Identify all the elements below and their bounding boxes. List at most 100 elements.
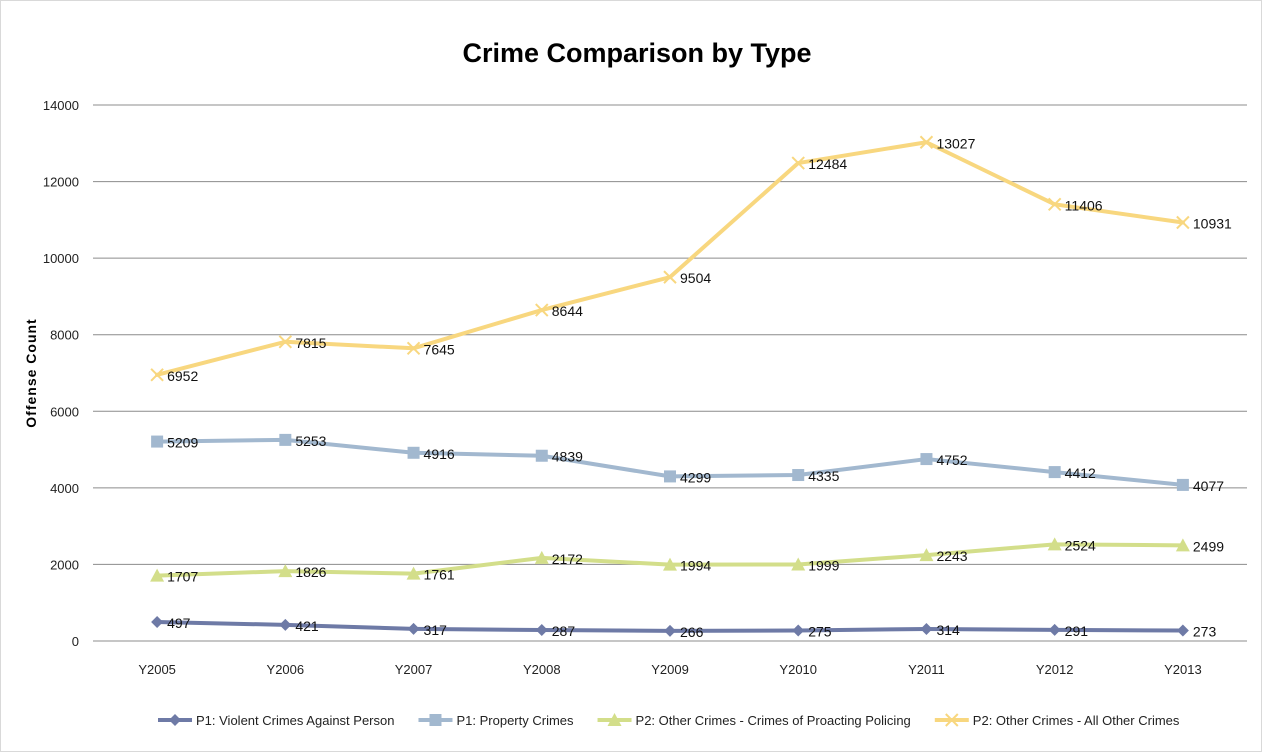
data-point (791, 156, 805, 170)
data-label: 421 (295, 618, 319, 634)
y-axis-title: Offense Count (23, 318, 39, 427)
y-tick-label: 6000 (50, 404, 79, 419)
series-p2-other-crimes-crimes-of-proacting-policing (150, 537, 1190, 582)
y-tick-label: 0 (72, 634, 79, 649)
data-label: 5209 (167, 435, 198, 451)
data-label: 4412 (1065, 465, 1096, 481)
data-label: 1994 (680, 558, 711, 574)
data-point (407, 446, 420, 459)
data-point (279, 618, 292, 631)
data-point (150, 568, 165, 582)
x-tick-label: Y2009 (651, 662, 689, 677)
data-label: 497 (167, 615, 191, 631)
x-tick-label: Y2010 (779, 662, 817, 677)
data-label: 8644 (552, 303, 583, 319)
data-label: 1999 (808, 557, 839, 573)
data-point (151, 615, 164, 628)
data-point (406, 341, 421, 356)
y-tick-label: 2000 (50, 557, 79, 572)
legend-item-p2-other-crimes-crimes-of-proacting-policing: P2: Other Crimes - Crimes of Proacting P… (597, 713, 911, 728)
data-point (1176, 478, 1189, 491)
x-tick-label: Y2012 (1036, 662, 1074, 677)
data-label: 4916 (424, 446, 455, 462)
data-label: 5253 (295, 433, 326, 449)
data-label: 4077 (1193, 478, 1224, 494)
series-p1-property-crimes (151, 433, 1189, 491)
data-label: 314 (936, 622, 960, 638)
data-label: 2499 (1193, 538, 1224, 554)
data-point (406, 566, 421, 580)
data-point (1176, 624, 1189, 637)
y-tick-label: 8000 (50, 328, 79, 343)
data-point (1047, 197, 1062, 212)
data-point (663, 270, 677, 284)
legend-item-p2-other-crimes-all-other-crimes: P2: Other Crimes - All Other Crimes (934, 713, 1180, 728)
data-label: 266 (680, 624, 704, 640)
legend-item-p1-violent-crimes-against-person: P1: Violent Crimes Against Person (158, 713, 394, 728)
x-tick-label: Y2007 (395, 662, 433, 677)
data-point (1176, 215, 1190, 230)
x-tick-label: Y2005 (138, 662, 176, 677)
data-label: 4335 (808, 468, 839, 484)
y-tick-label: 14000 (43, 98, 79, 113)
data-point (1047, 537, 1062, 551)
data-point (920, 453, 933, 466)
data-point (534, 550, 549, 564)
data-label: 4752 (936, 452, 967, 468)
y-axis-ticks: 0 2000 4000 6000 8000 10000 12000 14000 (43, 98, 79, 649)
data-point (535, 449, 548, 462)
data-label: 2524 (1065, 537, 1096, 553)
series-p2-other-crimes-all-other-crimes (150, 135, 1190, 382)
y-tick-label: 4000 (50, 481, 79, 496)
legend-label: P2: Other Crimes - All Other Crimes (973, 713, 1180, 728)
legend-label: P1: Violent Crimes Against Person (196, 713, 394, 728)
legend-marker (169, 714, 181, 726)
data-point (407, 622, 420, 635)
chart-title: Crime Comparison by Type (462, 38, 811, 68)
data-labels: 497 421 317 287 266 275 314 291 273 5209 5253 4916 4… (167, 135, 1232, 640)
data-label: 287 (552, 623, 576, 639)
data-point (535, 303, 549, 317)
data-point (278, 335, 293, 349)
x-tick-label: Y2013 (1164, 662, 1202, 677)
data-point (664, 470, 676, 483)
data-label: 13027 (936, 135, 975, 151)
data-point (279, 433, 292, 446)
data-point (1175, 538, 1190, 552)
data-point (663, 557, 677, 571)
data-label: 4299 (680, 469, 711, 485)
series-p1-violent-crimes-against-person (151, 615, 1189, 637)
data-point (791, 557, 806, 571)
data-point (919, 135, 934, 149)
legend-item-p1-property-crimes: P1: Property Crimes (418, 713, 574, 728)
legend-label: P1: Property Crimes (456, 713, 574, 728)
data-point (920, 622, 933, 635)
legend-marker (607, 713, 622, 726)
data-point (792, 469, 805, 482)
x-tick-label: Y2011 (908, 662, 945, 677)
y-tick-label: 12000 (43, 175, 79, 190)
data-point (150, 368, 164, 382)
data-label: 1761 (424, 567, 455, 583)
y-tick-label: 10000 (43, 251, 79, 266)
data-point (535, 624, 548, 637)
legend: P1: Violent Crimes Against Person P1: Pro… (158, 713, 1180, 728)
data-label: 273 (1193, 624, 1217, 640)
data-point (278, 564, 293, 578)
x-axis-ticks: Y2005 Y2006 Y2007 Y2008 Y2009 Y2010 Y2011 Y2012… (138, 662, 1201, 677)
data-label: 275 (808, 623, 832, 639)
data-point (151, 435, 164, 448)
data-point (664, 624, 676, 637)
data-label: 317 (424, 622, 448, 638)
data-label: 1826 (295, 564, 326, 580)
x-tick-label: Y2006 (267, 662, 305, 677)
series-lines (150, 135, 1190, 637)
data-label: 6952 (167, 368, 198, 384)
data-label: 9504 (680, 270, 711, 286)
data-label: 7815 (295, 335, 326, 351)
data-label: 10931 (1193, 215, 1232, 231)
data-label: 7645 (424, 341, 455, 357)
data-point (919, 548, 934, 562)
